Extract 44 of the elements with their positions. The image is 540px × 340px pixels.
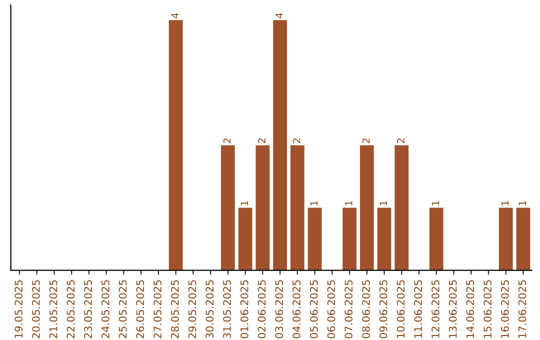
data-label: 4 [171, 13, 178, 18]
x-tick-label: 13.06.2025 [448, 280, 457, 338]
x-tick-label: 20.05.2025 [32, 280, 40, 338]
data-label: 1 [432, 201, 440, 206]
x-tick-label: 21.05.2025 [49, 280, 58, 338]
x-tick-label: 29.05.2025 [188, 280, 196, 338]
data-label: 2 [223, 138, 231, 144]
x-tick-label: 06.06.2025 [327, 280, 336, 338]
data-label: 2 [258, 138, 266, 144]
x-tick-label: 07.06.2025 [344, 280, 353, 338]
data-label: 1 [310, 201, 318, 206]
x-tick-label: 14.06.2025 [466, 280, 474, 338]
x-tick-label: 12.06.2025 [432, 280, 440, 338]
x-tick-label: 01.06.2025 [240, 280, 248, 338]
x-tick-label: 26.05.2025 [136, 280, 144, 338]
x-tick-label: 08.06.2025 [362, 280, 370, 338]
x-tick-label: 28.05.2025 [170, 280, 179, 338]
x-tick-label: 31.05.2025 [223, 280, 231, 338]
x-tick-label: 09.06.2025 [379, 280, 388, 338]
data-label: 2 [397, 138, 404, 144]
x-tick-label: 17.06.2025 [518, 280, 526, 338]
x-tick-label: 25.05.2025 [118, 280, 127, 338]
x-tick-label: 03.06.2025 [275, 280, 284, 338]
x-tick-label: 30.05.2025 [206, 280, 214, 338]
data-label: 2 [292, 138, 300, 144]
data-label: 1 [501, 201, 509, 206]
data-label: 1 [380, 201, 387, 206]
x-tick-label: 23.05.2025 [84, 280, 92, 338]
data-label: 1 [518, 201, 526, 206]
x-tick-label: 15.06.2025 [484, 280, 492, 338]
data-label: 2 [362, 138, 370, 144]
data-label: 1 [240, 201, 248, 206]
x-tick-label: 10.06.2025 [396, 280, 405, 338]
x-tick-label: 27.05.2025 [154, 280, 162, 338]
x-tick-label: 04.06.2025 [292, 280, 300, 338]
x-tick-label: 24.05.2025 [101, 280, 110, 338]
data-label: 4 [276, 13, 283, 18]
x-tick-label: 19.05.2025 [14, 280, 23, 338]
x-tick-label: 02.06.2025 [258, 280, 266, 338]
x-tick-label: 16.06.2025 [500, 280, 509, 338]
x-tick-label: 22.05.2025 [66, 280, 75, 338]
x-tick-label: 11.06.2025 [414, 280, 422, 338]
data-label: 1 [345, 201, 352, 206]
x-tick-label: 05.06.2025 [310, 280, 318, 338]
